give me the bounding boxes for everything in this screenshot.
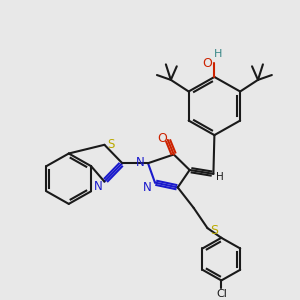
Text: H: H: [214, 49, 223, 59]
Text: N: N: [94, 180, 103, 193]
Text: O: O: [202, 57, 212, 70]
Text: Cl: Cl: [216, 289, 227, 299]
Text: H: H: [217, 172, 224, 182]
Text: S: S: [210, 224, 218, 237]
Text: O: O: [157, 133, 167, 146]
Text: N: N: [136, 156, 145, 169]
Text: N: N: [143, 181, 152, 194]
Text: S: S: [108, 138, 115, 151]
